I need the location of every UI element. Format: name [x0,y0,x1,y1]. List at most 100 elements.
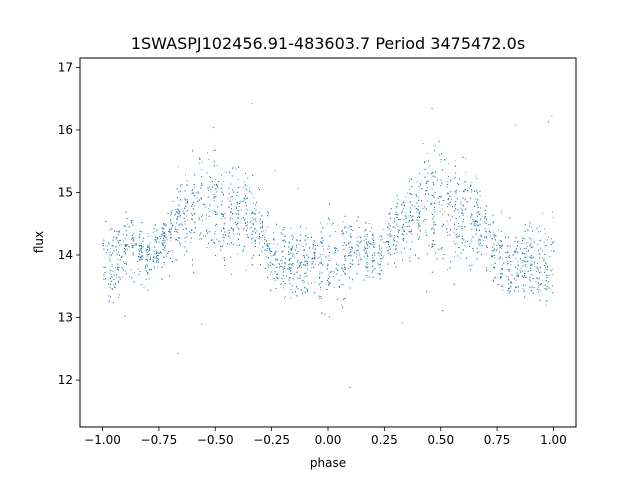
data-point [247,227,249,229]
data-point [396,252,398,253]
data-point [524,273,526,274]
data-point [177,216,179,217]
data-point [184,197,186,199]
data-point [210,189,212,191]
data-point [318,264,320,266]
data-point [520,258,522,260]
data-point [421,188,423,190]
data-point [401,226,403,228]
data-point [124,246,126,247]
data-point [424,176,426,178]
data-point [125,225,127,227]
data-point [552,216,554,218]
data-point [307,289,309,291]
data-point [180,185,182,187]
data-point [381,236,382,238]
data-point [531,226,533,228]
data-point [156,260,158,262]
data-point [484,210,486,211]
data-point [537,287,539,289]
data-point [409,180,410,182]
data-point [216,191,217,193]
data-point [514,278,515,280]
data-point [169,231,171,233]
data-point [232,189,234,191]
data-point [213,241,215,243]
data-point [427,173,429,175]
data-point [302,254,304,256]
data-point [163,223,164,224]
data-point [410,230,412,232]
data-point [475,175,477,177]
data-point [510,261,511,262]
data-point [395,248,396,250]
data-point [119,240,121,241]
data-point [228,206,229,208]
data-point [379,235,381,237]
data-point [446,184,448,185]
data-point [465,181,466,183]
data-point [500,276,502,278]
data-point [397,231,399,233]
data-point [488,231,490,233]
data-point [514,250,516,252]
data-point [404,215,406,217]
data-point [476,212,478,214]
data-point [417,209,419,211]
data-point [209,204,211,206]
data-point [156,255,157,257]
data-point [321,242,322,244]
data-point [273,278,275,279]
data-point [161,242,163,244]
data-point [431,271,433,273]
data-point [421,204,423,206]
data-point [405,215,407,217]
data-point [251,217,253,219]
data-point [326,265,328,267]
data-point [230,211,232,213]
data-point [394,262,396,264]
data-point [273,254,275,256]
data-point [113,274,115,276]
data-point [526,242,528,244]
data-point [455,251,457,253]
data-point [126,234,128,236]
data-point [417,220,419,222]
data-point [418,223,420,225]
data-point [419,172,420,174]
data-point [167,252,169,254]
data-point [365,251,367,253]
data-point [373,260,375,262]
data-point [170,233,172,235]
data-point [178,165,180,167]
data-point [514,240,516,242]
data-point [222,181,224,183]
data-point [487,224,489,226]
data-point [339,287,341,289]
data-point [342,268,344,270]
data-point [454,190,456,192]
data-point [160,238,161,240]
data-point [365,238,367,240]
data-point [366,242,368,244]
data-point [536,266,538,268]
data-point [335,248,337,249]
data-point [472,250,474,252]
data-point [174,213,176,215]
data-point [210,239,212,241]
data-point [379,249,381,251]
data-point [492,222,494,224]
data-point [378,252,380,254]
data-point [139,250,140,252]
data-point [377,273,379,274]
data-point [138,249,140,251]
data-point [288,259,290,261]
data-point [178,209,180,211]
data-point [223,214,224,216]
data-point [319,262,321,264]
data-point [206,247,208,248]
data-point [426,253,428,255]
data-point [276,274,278,276]
data-point [448,163,450,165]
data-point [328,283,330,285]
